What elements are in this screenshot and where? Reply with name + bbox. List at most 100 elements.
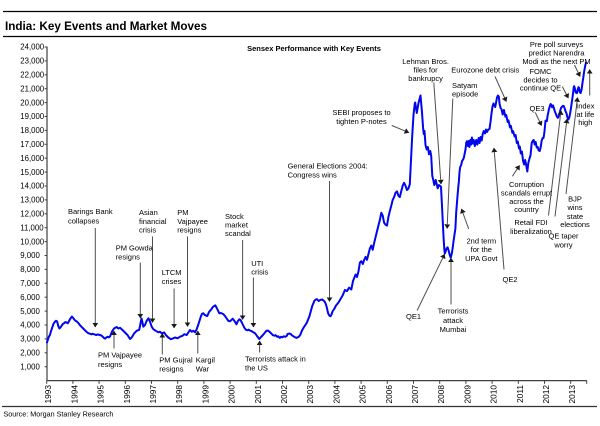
svg-text:5,000: 5,000 [20, 307, 40, 316]
svg-text:Modi as the next PM: Modi as the next PM [522, 57, 590, 66]
svg-text:General Elections 2004:: General Elections 2004: [288, 162, 368, 171]
svg-text:QE taper: QE taper [548, 232, 579, 241]
svg-text:Lehman Bros.: Lehman Bros. [402, 57, 449, 66]
svg-text:PM Vajpayee: PM Vajpayee [98, 351, 142, 360]
svg-text:UTI: UTI [251, 259, 263, 268]
svg-text:1993: 1993 [43, 385, 53, 404]
svg-text:20,000: 20,000 [20, 98, 45, 107]
svg-text:resigns: resigns [116, 252, 140, 261]
svg-text:2007: 2007 [410, 385, 420, 404]
svg-text:Retail FDI: Retail FDI [514, 218, 547, 227]
svg-text:1997: 1997 [148, 385, 158, 404]
svg-text:2002: 2002 [279, 385, 289, 404]
svg-text:crises: crises [162, 277, 182, 286]
svg-text:Corruption: Corruption [509, 180, 544, 189]
svg-text:attack: attack [443, 316, 463, 325]
svg-text:episode: episode [452, 90, 478, 99]
svg-text:4,000: 4,000 [20, 321, 40, 330]
svg-text:tighten P-notes: tighten P-notes [336, 117, 387, 126]
svg-text:1995: 1995 [96, 385, 106, 404]
svg-text:BJP: BJP [568, 194, 582, 203]
svg-text:collapses: collapses [68, 216, 100, 225]
svg-text:Mumbai: Mumbai [440, 325, 467, 334]
svg-text:18,000: 18,000 [20, 126, 45, 135]
svg-text:2005: 2005 [358, 385, 368, 404]
svg-text:9,000: 9,000 [20, 251, 40, 260]
svg-text:10,000: 10,000 [20, 237, 45, 246]
svg-text:Source: Morgan Stanley Researc: Source: Morgan Stanley Research [4, 410, 114, 419]
svg-text:2012: 2012 [541, 385, 551, 404]
svg-text:scandal: scandal [225, 229, 251, 238]
svg-text:across the: across the [509, 197, 544, 206]
svg-text:PM Gowda: PM Gowda [116, 243, 154, 252]
svg-text:16,000: 16,000 [20, 154, 45, 163]
svg-text:1994: 1994 [69, 385, 79, 404]
svg-text:India: Key Events and Market M: India: Key Events and Market Moves [5, 20, 207, 33]
svg-text:Terrorists: Terrorists [438, 307, 469, 316]
svg-text:resigns: resigns [98, 360, 122, 369]
svg-text:2nd term: 2nd term [466, 237, 496, 246]
svg-text:wins: wins [566, 203, 582, 212]
svg-text:15,000: 15,000 [20, 168, 45, 177]
svg-text:Stock: Stock [225, 212, 244, 221]
svg-text:files for: files for [414, 66, 439, 75]
svg-text:19,000: 19,000 [20, 112, 45, 121]
svg-text:7,000: 7,000 [20, 279, 40, 288]
svg-text:Asian: Asian [139, 208, 158, 217]
svg-text:2006: 2006 [384, 385, 394, 404]
svg-text:SEBI proposes to: SEBI proposes to [332, 108, 390, 117]
svg-text:2009: 2009 [462, 385, 472, 404]
svg-text:QE1: QE1 [406, 312, 421, 321]
svg-text:decides to: decides to [523, 75, 557, 84]
svg-text:2003: 2003 [305, 385, 315, 404]
svg-text:22,000: 22,000 [20, 71, 45, 80]
svg-text:Terrorists attack in: Terrorists attack in [245, 354, 306, 363]
svg-text:21,000: 21,000 [20, 84, 45, 93]
svg-text:high: high [578, 118, 592, 127]
svg-text:at life: at life [576, 110, 594, 119]
svg-text:continue QE: continue QE [520, 84, 561, 93]
svg-text:17,000: 17,000 [20, 140, 45, 149]
svg-text:Index: Index [576, 101, 595, 110]
svg-text:country: country [514, 205, 539, 214]
svg-text:Satyam: Satyam [452, 81, 477, 90]
svg-text:2013: 2013 [567, 385, 577, 404]
svg-text:War: War [196, 365, 210, 374]
svg-text:2010: 2010 [489, 385, 499, 404]
svg-text:8,000: 8,000 [20, 265, 40, 274]
svg-text:1998: 1998 [174, 385, 184, 404]
svg-text:1996: 1996 [122, 385, 132, 404]
svg-text:Vajpayee: Vajpayee [177, 217, 208, 226]
svg-text:worry: worry [553, 240, 573, 249]
svg-text:2004: 2004 [331, 385, 341, 404]
svg-text:2,000: 2,000 [20, 349, 40, 358]
svg-text:PM: PM [177, 208, 188, 217]
svg-text:scandals errupt: scandals errupt [501, 189, 553, 198]
svg-text:bankrupcy: bankrupcy [408, 74, 443, 83]
svg-text:the US: the US [245, 364, 268, 373]
svg-text:11,000: 11,000 [20, 223, 44, 232]
svg-text:2008: 2008 [436, 385, 446, 404]
svg-text:1,000: 1,000 [20, 362, 40, 371]
svg-text:UPA Govt: UPA Govt [465, 254, 498, 263]
svg-text:resigns: resigns [177, 226, 201, 235]
svg-text:12,000: 12,000 [20, 210, 45, 219]
svg-text:13,000: 13,000 [20, 196, 45, 205]
svg-text:QE2: QE2 [502, 275, 517, 284]
svg-text:elections: elections [560, 220, 590, 229]
svg-text:23,000: 23,000 [20, 57, 45, 66]
svg-text:1999: 1999 [200, 385, 210, 404]
svg-text:Kargil: Kargil [196, 355, 216, 364]
svg-text:PM Gujral: PM Gujral [159, 355, 193, 364]
svg-text:FOMC: FOMC [529, 67, 552, 76]
svg-text:liberalization: liberalization [510, 227, 552, 236]
svg-text:2011: 2011 [515, 385, 525, 403]
svg-text:3,000: 3,000 [20, 335, 40, 344]
svg-text:market: market [225, 221, 249, 230]
svg-text:Pre poll surveys: Pre poll surveys [530, 40, 584, 49]
svg-text:Eurozone debt crisis: Eurozone debt crisis [451, 65, 519, 74]
svg-text:24,000: 24,000 [20, 43, 45, 52]
svg-text:crisis: crisis [139, 226, 156, 235]
svg-text:crisis: crisis [251, 267, 268, 276]
svg-text:6,000: 6,000 [20, 293, 40, 302]
